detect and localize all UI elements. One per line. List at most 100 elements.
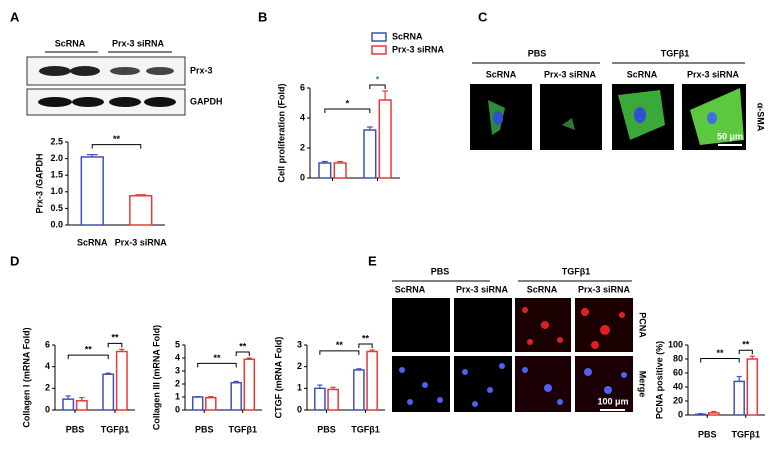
group-label: Prx-3 siRNA	[578, 284, 631, 294]
condition-label: TGFβ1	[661, 48, 690, 58]
bar	[205, 396, 217, 411]
bar	[366, 350, 378, 411]
y-tick-label: 80	[673, 353, 683, 363]
bar	[318, 162, 332, 179]
legend-swatch	[371, 45, 387, 55]
significance-bracket	[324, 108, 371, 113]
y-tick-label: 2	[175, 378, 180, 388]
x-tick-label: PBS	[317, 424, 336, 434]
group-label: Prx-3 siRNA	[456, 284, 509, 294]
x-tick-label: Prx-3 siRNA	[115, 237, 168, 247]
band	[109, 97, 141, 107]
stain-label: α-SMA	[756, 103, 766, 132]
scale-label: 100 μm	[597, 396, 628, 406]
significance-label: **	[111, 333, 119, 343]
x-tick-label: ScRNA	[77, 237, 108, 247]
x-tick-label: TGFβ1	[229, 424, 258, 434]
y-tick-label: 0	[297, 404, 302, 414]
micrograph	[515, 356, 571, 412]
x-tick-label: PBS	[195, 424, 214, 434]
bar	[129, 195, 153, 226]
bar	[694, 413, 707, 416]
significance-label: **	[742, 340, 750, 350]
panel-label: C	[478, 9, 488, 24]
bar	[102, 373, 115, 411]
band	[70, 66, 100, 76]
y-tick-label: 2	[297, 361, 302, 371]
y-tick-label: 4	[300, 112, 305, 122]
micrograph	[392, 298, 450, 352]
y-tick-label: 2.0	[50, 153, 63, 163]
significance-bracket	[369, 84, 386, 89]
y-axis-label: Cell proliferation (Fold)	[276, 84, 286, 183]
significance-bracket	[197, 362, 237, 368]
y-tick-label: 1	[297, 383, 302, 393]
nucleus	[493, 111, 503, 125]
x-tick-label: PBS	[698, 429, 717, 439]
significance-bracket	[107, 342, 123, 348]
panel-label: B	[258, 9, 267, 24]
band	[39, 66, 71, 76]
band-label: GAPDH	[190, 96, 223, 106]
group-label: ScRNA	[395, 284, 426, 294]
scale-label: 50 μm	[717, 131, 743, 141]
x-tick-label: TGFβ1	[351, 424, 380, 434]
group-label: ScRNA	[486, 69, 517, 79]
x-tick-label: TGFβ1	[732, 429, 761, 439]
y-tick-label: 0	[175, 404, 180, 414]
y-axis-label: CTGF (mRNA Fold)	[273, 337, 283, 419]
y-tick-label: 4	[175, 352, 180, 362]
bar	[115, 350, 128, 411]
significance-label: **	[113, 134, 121, 144]
panel-e: PBS TGFβ1 ScRNA Prx-3 siRNA ScRNA Prx-3 …	[392, 266, 648, 412]
nuclei	[399, 363, 627, 407]
row-label: Merge	[638, 371, 648, 398]
y-tick-label: 0	[45, 404, 50, 414]
y-axis-label: Prx-3 /GAPDH	[34, 153, 44, 213]
bar	[333, 162, 347, 179]
band	[144, 97, 176, 107]
group-label: ScRNA	[627, 69, 658, 79]
bar	[75, 400, 88, 411]
y-tick-label: 1.0	[50, 186, 63, 196]
lane-label: Prx-3 siRNA	[112, 38, 165, 48]
significance-bracket	[67, 354, 109, 360]
y-tick-label: 40	[673, 381, 683, 391]
significance-label: **	[213, 353, 221, 363]
y-axis-label: PCNA positive (%)	[654, 341, 664, 419]
group-label: ScRNA	[527, 284, 558, 294]
micrograph	[454, 298, 512, 352]
bar	[327, 388, 339, 411]
y-tick-label: 3	[175, 365, 180, 375]
y-tick-label: 5	[175, 339, 180, 349]
significance-label: **	[85, 345, 93, 355]
micrograph	[575, 356, 633, 412]
bar	[378, 99, 392, 179]
significance-bracket	[738, 349, 753, 355]
y-axis-label: Collagen III (mRNA Fold)	[151, 325, 161, 430]
y-tick-label: 4	[45, 361, 50, 371]
row-label: PCNA	[638, 312, 648, 338]
bar	[62, 398, 75, 411]
cell	[690, 88, 744, 145]
bar	[353, 369, 365, 411]
bar	[314, 387, 326, 411]
significance-bracket	[91, 144, 142, 149]
group-label: Prx-3 siRNA	[544, 69, 597, 79]
micrograph	[575, 298, 633, 352]
panel-label: A	[10, 9, 20, 24]
panel-label: E	[368, 253, 377, 268]
bar	[80, 156, 104, 226]
significance-label: **	[362, 333, 370, 343]
pcna-cells	[522, 307, 625, 349]
lane-label: ScRNA	[55, 38, 86, 48]
y-tick-label: 2	[300, 142, 305, 152]
y-tick-label: 0.5	[50, 203, 63, 213]
significance-label: **	[239, 341, 247, 351]
legend-label: ScRNA	[392, 31, 423, 41]
significance-bracket	[358, 343, 373, 348]
y-tick-label: 6	[300, 82, 305, 92]
micrograph	[392, 356, 450, 412]
y-tick-label: 1	[175, 391, 180, 401]
band	[110, 67, 140, 75]
